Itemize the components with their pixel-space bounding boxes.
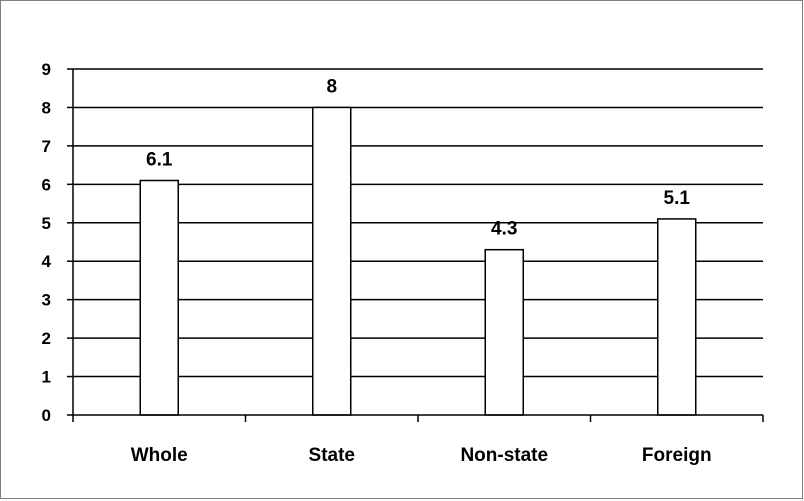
y-tick-label: 5 (42, 214, 51, 233)
bars (139, 106, 697, 416)
x-axis-categories: Whole State Non-state Foreign (72, 415, 764, 466)
bar-non-state (484, 248, 524, 416)
y-tick-label: 4 (42, 252, 52, 271)
y-axis-ticks: 0 1 2 3 4 5 6 7 8 9 (42, 60, 73, 425)
bar-state (312, 106, 352, 416)
x-category-label: Foreign (642, 445, 712, 466)
y-tick-label: 7 (42, 137, 51, 156)
y-tick-label: 3 (42, 291, 51, 310)
data-label: 5.1 (664, 188, 691, 209)
y-tick-label: 0 (42, 406, 51, 425)
y-tick-label: 2 (42, 329, 51, 348)
y-tick-label: 8 (42, 98, 51, 117)
data-label: 4.3 (491, 219, 517, 240)
x-category-label: State (309, 445, 355, 466)
y-tick-label: 9 (42, 60, 51, 79)
data-label: 6.1 (146, 149, 173, 170)
bar-whole (139, 179, 179, 416)
x-category-label: Non-state (460, 445, 548, 466)
data-label: 8 (326, 76, 337, 97)
bar-foreign (657, 218, 697, 416)
x-category-label: Whole (131, 445, 188, 466)
data-labels: 6.1 8 4.3 5.1 (146, 76, 690, 239)
y-tick-label: 6 (42, 175, 51, 194)
gridlines (73, 68, 763, 378)
y-tick-label: 1 (42, 368, 51, 387)
